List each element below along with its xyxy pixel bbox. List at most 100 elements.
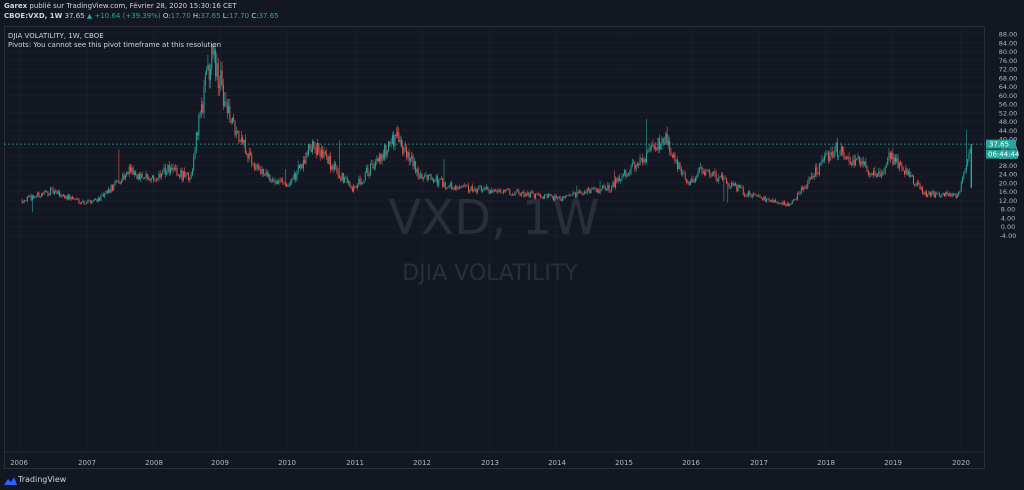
candle-body — [759, 195, 761, 198]
candle-body — [882, 172, 884, 174]
symbol-label[interactable]: CBOE:VXD, 1W — [4, 12, 63, 20]
candle-body — [277, 181, 279, 185]
candle-body — [252, 163, 254, 165]
candle-body — [963, 171, 965, 178]
candle-body — [818, 164, 820, 175]
candle-body — [809, 177, 811, 179]
candle-body — [310, 149, 312, 153]
candle-body — [182, 171, 184, 181]
candle-body — [439, 178, 441, 180]
candle-body — [586, 188, 588, 194]
candle-body — [191, 170, 193, 175]
candle-body — [811, 176, 813, 179]
candle-body — [220, 70, 222, 86]
y-tick-label: 48.00 — [999, 118, 1018, 126]
candle-body — [238, 130, 240, 142]
candle-body — [606, 189, 608, 190]
candle-body — [563, 196, 565, 198]
candle-body — [861, 161, 863, 165]
candle-body — [115, 181, 117, 182]
candle-body — [595, 188, 597, 192]
candle-body — [925, 191, 927, 197]
candle-body — [92, 200, 94, 202]
candle-body — [466, 185, 468, 187]
x-tick-label: 2017 — [750, 459, 768, 467]
candle-body — [704, 171, 706, 175]
candle-body — [676, 160, 678, 169]
candle-body — [723, 178, 725, 181]
candle-body — [473, 190, 475, 192]
candle-body — [532, 191, 534, 194]
y-tick-label: 12.00 — [999, 197, 1018, 205]
candle-body — [262, 169, 264, 175]
candle-body — [611, 186, 613, 191]
candle-body — [333, 164, 335, 170]
candle-body — [624, 170, 626, 175]
candle-body — [829, 156, 831, 161]
candle-body — [398, 132, 400, 142]
candle-body — [871, 173, 873, 176]
published-line: publié sur TradingView.com, Février 28, … — [27, 2, 237, 10]
candle-body — [662, 138, 664, 144]
candle-body — [443, 182, 445, 187]
candle-body — [727, 183, 729, 185]
candle-body — [643, 159, 645, 163]
candle-body — [403, 147, 405, 154]
candle-body — [438, 179, 440, 186]
candle-body — [51, 188, 53, 190]
candle-body — [346, 177, 348, 184]
x-tick-label: 2008 — [145, 459, 163, 467]
candle-body — [898, 162, 900, 169]
candle-body — [535, 193, 537, 199]
candle-body — [489, 190, 491, 194]
candle-body — [417, 168, 419, 178]
candle-body — [528, 192, 530, 198]
candle-body — [376, 158, 378, 162]
candle-body — [295, 173, 297, 180]
candle-body — [421, 174, 423, 179]
candle-body — [670, 152, 672, 156]
candle-body — [891, 152, 893, 160]
candle-body — [431, 179, 433, 181]
candle-body — [24, 200, 26, 203]
candle-body — [47, 191, 49, 196]
candle-body — [778, 202, 780, 204]
series-legend-title[interactable]: DJIA VOLATILITY, 1W, CBOE — [8, 32, 104, 40]
candle-body — [216, 63, 218, 77]
pivots-legend[interactable]: Pivots: You cannot see this pivot timefr… — [8, 41, 222, 49]
candle-body — [211, 44, 213, 69]
candle-body — [821, 159, 823, 164]
candle-body — [675, 160, 677, 161]
candle-body — [498, 190, 500, 191]
candle-body — [822, 159, 824, 161]
candle-body — [808, 177, 810, 182]
candle-body — [80, 202, 82, 204]
candle-body — [924, 191, 926, 195]
watermark-symbol: VXD, 1W — [388, 190, 599, 246]
author-name[interactable]: Garex — [4, 2, 28, 10]
candle-body — [279, 180, 281, 181]
candle-body — [836, 142, 838, 157]
candle-body — [255, 168, 257, 170]
publication-info: Garex publié sur TradingView.com, Févrie… — [4, 2, 237, 10]
candle-body — [493, 189, 495, 191]
tradingview-logo-icon[interactable] — [4, 476, 17, 486]
candle-body — [458, 186, 460, 188]
candle-body — [104, 193, 106, 197]
candle-body — [101, 194, 103, 196]
candle-body — [869, 174, 871, 176]
candle-body — [733, 183, 735, 186]
y-tick-label: 16.00 — [999, 188, 1018, 196]
chart-header: Garex publié sur TradingView.com, Févrie… — [0, 0, 1024, 24]
candle-body — [123, 175, 125, 180]
candle-body — [342, 173, 344, 183]
candle-body — [537, 194, 539, 196]
candle-body — [943, 193, 945, 197]
brand-name[interactable]: TradingView — [18, 475, 67, 484]
candle-body — [550, 193, 552, 197]
candle-body — [302, 160, 304, 169]
candle-body — [144, 177, 146, 179]
candle-body — [391, 135, 393, 144]
candle-body — [569, 194, 571, 196]
